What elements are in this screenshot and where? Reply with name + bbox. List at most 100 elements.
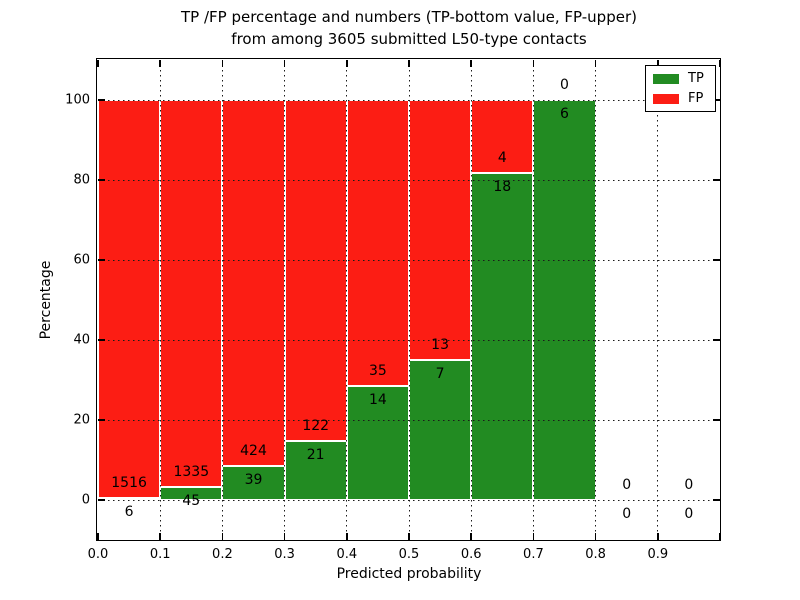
fp-count-label: 1516: [111, 475, 147, 492]
x-tick-mark: [532, 533, 535, 540]
v-gridline: [657, 60, 659, 540]
bar-fp-segment: [409, 100, 472, 360]
x-tick-mark: [594, 533, 597, 540]
v-gridline: [284, 60, 286, 540]
bar-tp-segment: [222, 466, 285, 500]
legend: TP FP: [645, 65, 716, 112]
y-tick-mark: [98, 179, 105, 181]
tp-color-swatch: [653, 73, 679, 84]
y-tick-mark: [98, 99, 105, 101]
x-tick-mark: [470, 533, 472, 540]
x-tick-mark: [346, 533, 348, 540]
x-tick-mark: [719, 60, 721, 67]
y-axis-title: Percentage: [38, 260, 54, 340]
x-tick-mark: [408, 60, 410, 67]
y-tick-mark: [713, 499, 720, 501]
legend-label-tp: TP: [688, 71, 704, 86]
fp-count-label: 0: [622, 477, 632, 493]
x-tick-label: 0.4: [336, 547, 358, 562]
x-tick-mark: [221, 533, 224, 540]
tp-count-label: 7: [435, 366, 445, 382]
y-tick-mark: [98, 259, 105, 261]
x-tick-mark: [283, 533, 286, 540]
bar-fp-segment: [160, 100, 223, 487]
fp-count-label: 0: [560, 77, 569, 93]
x-tick-label: 0.8: [585, 547, 606, 562]
x-tick-mark: [408, 533, 410, 540]
v-gridline: [532, 60, 534, 540]
bar-tp-segment: [471, 172, 534, 500]
legend-label-fp: FP: [688, 91, 704, 106]
x-tick-label: 0.2: [212, 547, 233, 562]
fp-count-label: 122: [302, 418, 330, 435]
x-tick-label: 0.5: [398, 547, 420, 562]
bar-tp-segment: [346, 385, 409, 500]
x-tick-label: 0.7: [523, 547, 544, 562]
y-tick-label: 100: [65, 92, 90, 108]
y-tick-mark: [98, 339, 105, 341]
tp-count-label: 21: [306, 447, 325, 464]
y-tick-mark: [98, 499, 105, 501]
tp-count-label: 18: [493, 178, 512, 195]
v-gridline: [221, 60, 223, 540]
fp-count-label: 0: [684, 477, 694, 493]
tp-count-label: 6: [124, 504, 134, 521]
x-tick-mark: [719, 533, 721, 540]
y-tick-mark: [713, 419, 720, 421]
y-tick-label: 60: [73, 252, 90, 268]
y-tick-mark: [713, 259, 720, 261]
x-tick-mark: [159, 60, 161, 67]
chart-title: TP /FP percentage and numbers (TP-bottom…: [98, 6, 720, 50]
v-gridline: [408, 60, 410, 540]
fp-color-swatch: [653, 93, 679, 104]
fp-count-label: 1335: [173, 463, 210, 480]
chart-title-line1: TP /FP percentage and numbers (TP-bottom…: [181, 8, 637, 26]
v-gridline: [346, 60, 348, 540]
tp-count-label: 45: [182, 492, 201, 509]
x-tick-mark: [221, 60, 224, 67]
bar-tp-segment: [160, 486, 223, 500]
x-tick-label: 0.3: [274, 547, 295, 562]
x-tick-label: 0.1: [149, 547, 171, 562]
y-tick-mark: [713, 339, 720, 341]
bar-fp-segment: [98, 100, 161, 499]
x-tick-mark: [657, 533, 659, 540]
x-tick-mark: [159, 533, 161, 540]
y-tick-label: 0: [81, 492, 90, 508]
x-tick-mark: [594, 60, 597, 67]
x-tick-mark: [657, 60, 659, 67]
legend-entry-tp: TP: [653, 71, 708, 86]
tp-count-label: 14: [368, 391, 387, 408]
bar-tp-segment: [409, 360, 472, 500]
legend-entry-fp: FP: [653, 91, 708, 106]
y-tick-label: 40: [73, 332, 90, 348]
bar-fp-segment: [284, 100, 347, 442]
y-tick-mark: [98, 419, 105, 421]
x-tick-mark: [532, 60, 535, 67]
v-gridline: [595, 60, 597, 540]
x-tick-mark: [97, 60, 99, 67]
x-tick-mark: [470, 60, 472, 67]
v-gridline: [470, 60, 472, 540]
y-tick-mark: [713, 179, 720, 181]
fp-count-label: 13: [431, 337, 450, 353]
x-tick-label: 0.0: [87, 547, 109, 562]
tp-count-label: 6: [560, 106, 569, 122]
x-tick-mark: [283, 60, 286, 67]
tp-count-label: 0: [684, 506, 694, 522]
fp-count-label: 35: [368, 362, 387, 379]
y-tick-mark: [713, 99, 720, 101]
bar-tp-segment: [284, 441, 347, 500]
x-tick-label: 0.9: [647, 547, 669, 562]
y-tick-label: 80: [73, 172, 90, 188]
bar-tp-segment: [533, 100, 596, 500]
v-gridline: [159, 60, 161, 540]
tp-count-label: 39: [244, 472, 263, 489]
x-tick-mark: [346, 60, 348, 67]
bar-fp-segment: [346, 100, 409, 386]
x-tick-label: 0.6: [460, 547, 482, 562]
y-tick-label: 20: [73, 412, 90, 428]
fp-count-label: 424: [240, 443, 267, 460]
